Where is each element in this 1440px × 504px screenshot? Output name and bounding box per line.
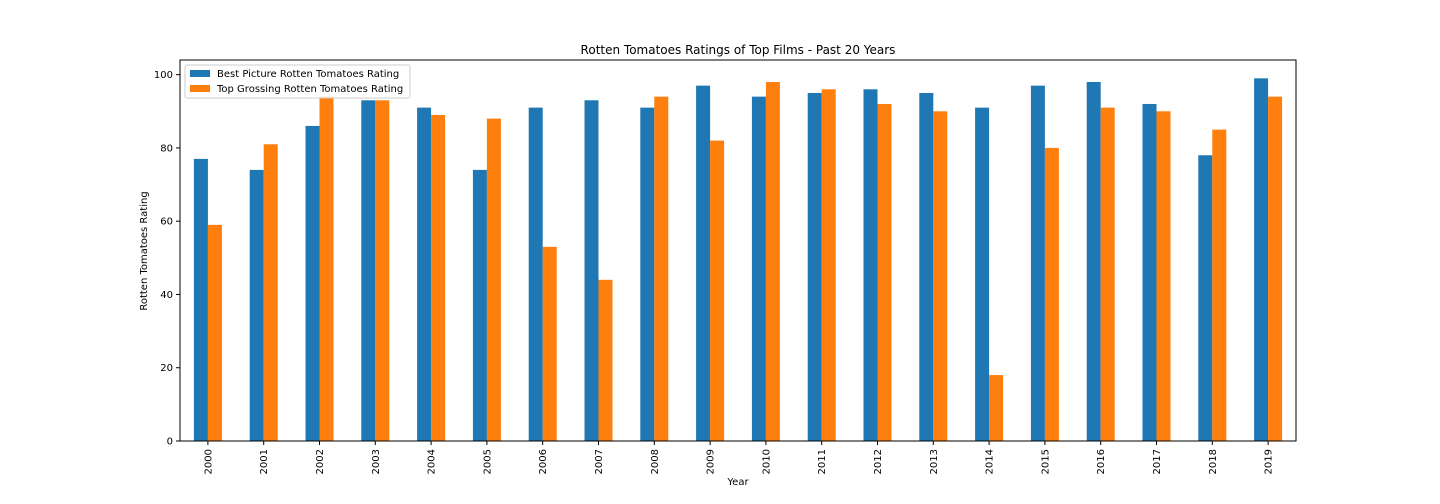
bar-top-grossing-2016 xyxy=(1100,107,1115,441)
x-tick-label-2009: 2009 xyxy=(706,449,717,474)
bar-top-grossing-2005 xyxy=(486,118,501,441)
bar-best-picture-2001 xyxy=(249,169,264,441)
bar-top-grossing-2008 xyxy=(654,96,669,441)
bar-top-grossing-2002 xyxy=(319,96,334,441)
bar-best-picture-2002 xyxy=(305,125,320,441)
bar-best-picture-2016 xyxy=(1086,81,1101,441)
bar-best-picture-2012 xyxy=(863,89,878,442)
bar-top-grossing-2018 xyxy=(1212,129,1227,441)
bar-best-picture-2009 xyxy=(696,85,711,442)
y-tick-label-100: 100 xyxy=(154,70,173,81)
y-tick-label-40: 40 xyxy=(160,290,173,301)
bar-best-picture-2013 xyxy=(919,92,934,441)
bar-top-grossing-2009 xyxy=(710,140,725,441)
bar-best-picture-2008 xyxy=(640,107,655,441)
bar-best-picture-2007 xyxy=(584,100,599,441)
bar-top-grossing-2001 xyxy=(263,144,278,441)
x-tick-label-2012: 2012 xyxy=(873,449,884,474)
x-tick-label-2003: 2003 xyxy=(371,449,382,474)
y-tick-label-20: 20 xyxy=(160,363,173,374)
x-tick-label-2015: 2015 xyxy=(1040,449,1051,474)
x-tick-label-2008: 2008 xyxy=(650,449,661,474)
x-axis: 2000 2001 2002 2003 2004 2005 2006 2007 2008 2009… xyxy=(203,441,1275,474)
bar-top-grossing-2003 xyxy=(375,100,390,441)
x-tick-label-2001: 2001 xyxy=(259,449,270,474)
bars-group xyxy=(193,78,1283,442)
bar-top-grossing-2010 xyxy=(765,81,780,441)
y-tick-label-80: 80 xyxy=(160,143,173,154)
legend-swatch-top-grossing xyxy=(190,85,210,92)
bar-top-grossing-2004 xyxy=(431,114,446,442)
bar-top-grossing-2007 xyxy=(598,279,613,441)
x-tick-label-2016: 2016 xyxy=(1096,449,1107,474)
y-tick-label-0: 0 xyxy=(167,437,173,448)
x-tick-label-2013: 2013 xyxy=(929,449,940,474)
x-tick-label-2018: 2018 xyxy=(1208,449,1219,474)
y-axis: 0 20 40 60 80 100 xyxy=(154,70,180,448)
x-tick-label-2010: 2010 xyxy=(761,449,772,474)
bar-top-grossing-2012 xyxy=(877,103,892,441)
legend-swatch-best-picture xyxy=(190,70,210,77)
bar-top-grossing-2014 xyxy=(989,375,1004,441)
legend-label-best-picture: Best Picture Rotten Tomatoes Rating xyxy=(217,69,399,80)
plot-frame xyxy=(179,59,1297,442)
bar-best-picture-2019 xyxy=(1254,78,1269,441)
bar-best-picture-2003 xyxy=(361,100,376,441)
chart-title: Rotten Tomatoes Ratings of Top Films - P… xyxy=(581,43,896,57)
bar-best-picture-2018 xyxy=(1198,155,1213,441)
bar-top-grossing-2013 xyxy=(933,111,948,442)
x-tick-label-2005: 2005 xyxy=(482,449,493,474)
y-axis-title: Rotten Tomatoes Rating xyxy=(139,191,150,310)
bar-top-grossing-2000 xyxy=(207,224,222,441)
x-tick-label-2006: 2006 xyxy=(538,449,549,474)
bar-best-picture-2014 xyxy=(975,107,990,441)
y-tick-label-60: 60 xyxy=(160,217,173,228)
bar-best-picture-2017 xyxy=(1142,103,1157,441)
x-axis-title: Year xyxy=(726,477,749,488)
bar-best-picture-2015 xyxy=(1030,85,1045,442)
bar-best-picture-2000 xyxy=(193,158,208,442)
bar-best-picture-2005 xyxy=(472,169,487,441)
legend: Best Picture Rotten Tomatoes Rating Top … xyxy=(184,64,411,99)
bar-top-grossing-2006 xyxy=(542,246,557,441)
bar-best-picture-2006 xyxy=(528,107,543,441)
x-tick-label-2000: 2000 xyxy=(203,449,214,474)
bar-top-grossing-2011 xyxy=(821,89,836,442)
bar-best-picture-2010 xyxy=(751,96,766,441)
legend-box xyxy=(184,64,411,99)
bar-best-picture-2004 xyxy=(417,107,432,441)
legend-label-top-grossing: Top Grossing Rotten Tomatoes Rating xyxy=(216,84,403,95)
x-tick-label-2017: 2017 xyxy=(1152,449,1163,474)
bar-top-grossing-2019 xyxy=(1268,96,1283,441)
x-tick-label-2004: 2004 xyxy=(427,449,438,474)
bar-top-grossing-2017 xyxy=(1156,111,1171,442)
x-tick-label-2019: 2019 xyxy=(1264,449,1275,474)
x-tick-label-2002: 2002 xyxy=(315,449,326,474)
x-tick-label-2014: 2014 xyxy=(985,449,996,474)
x-tick-label-2011: 2011 xyxy=(817,449,828,474)
bar-best-picture-2011 xyxy=(807,92,822,441)
bar-top-grossing-2015 xyxy=(1044,147,1059,441)
x-tick-label-2007: 2007 xyxy=(594,449,605,474)
